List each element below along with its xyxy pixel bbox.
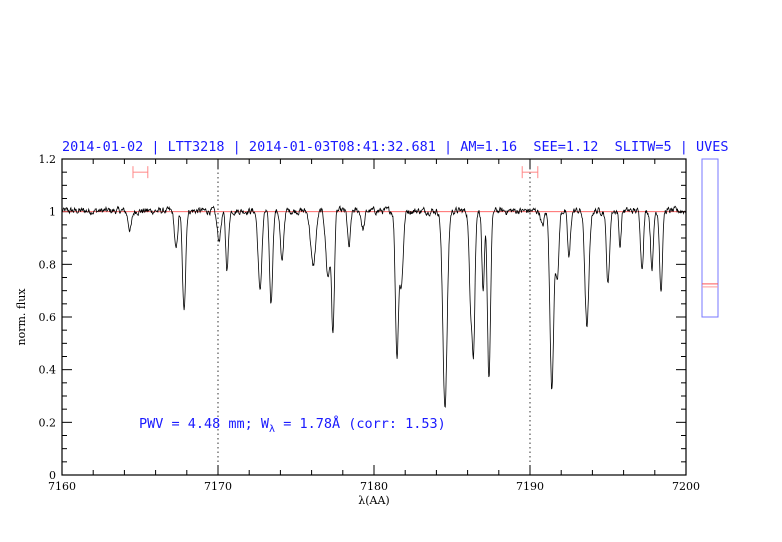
x-tick-label: 7160 [48,480,76,493]
side-indicator-box [701,158,719,318]
spectrum-line [61,205,687,408]
y-tick-labels: 0 0.2 0.4 0.6 0.8 1 1.2 [39,153,57,482]
y-tick-label: 0.2 [39,416,57,429]
annotation-suffix: = 1.78Å (corr: 1.53) [275,415,446,432]
y-tick-label: 1.2 [39,153,57,166]
x-tick-labels: 7160 7170 7180 7190 7200 [48,480,700,493]
y-tick-label: 0.8 [39,258,57,271]
y-tick-label: 1 [49,206,56,219]
side-indicator-marker [702,283,718,288]
y-axis-label: norm. flux [15,288,28,346]
x-tick-label: 7170 [204,480,232,493]
annotation-prefix: PWV = 4.48 mm; W [139,416,270,432]
annotation-subscript: λ [269,424,275,435]
dotted-verticals [217,159,531,475]
y-tick-label: 0.4 [39,364,57,377]
chart-title: 2014-01-02 | LTT3218 | 2014-01-03T08:41:… [62,139,728,155]
y-tick-label: 0 [49,469,56,482]
y-tick-label: 0.6 [39,311,57,324]
x-tick-label: 7200 [672,480,700,493]
pwv-annotation: PWV = 4.48 mm; Wλ = 1.78Å (corr: 1.53) [139,415,446,435]
x-tick-label: 7180 [360,480,388,493]
x-axis-label: λ(AA) [358,494,389,507]
x-tick-label: 7190 [516,480,544,493]
error-bars [132,166,539,179]
plot-frame [61,158,687,476]
